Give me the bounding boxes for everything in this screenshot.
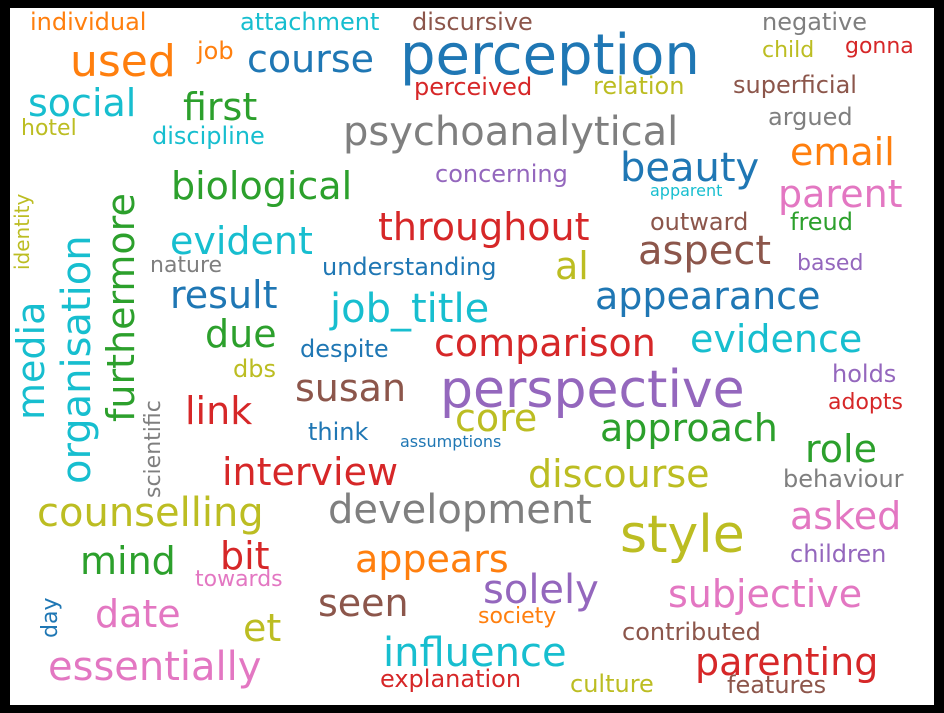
word: superficial xyxy=(733,71,857,99)
word: et xyxy=(243,606,282,650)
word: negative xyxy=(762,8,867,36)
word: nature xyxy=(150,253,223,278)
word: understanding xyxy=(322,253,497,281)
word: outward xyxy=(650,208,749,236)
word: gonna xyxy=(845,34,914,59)
word: adopts xyxy=(828,390,903,415)
word: susan xyxy=(295,366,407,410)
word: think xyxy=(308,418,369,446)
word: despite xyxy=(300,335,389,363)
word: essentially xyxy=(48,644,262,690)
word: children xyxy=(790,540,887,568)
word: approach xyxy=(600,406,778,450)
word: used xyxy=(70,36,176,87)
word: towards xyxy=(195,567,283,592)
word: society xyxy=(478,604,557,629)
word: asked xyxy=(790,494,902,538)
word: parent xyxy=(778,172,903,216)
word: influence xyxy=(383,630,567,676)
word: parenting xyxy=(695,640,879,684)
word: freud xyxy=(790,208,853,236)
word: comparison xyxy=(434,321,656,365)
word: scientific xyxy=(141,400,166,498)
word: mind xyxy=(80,539,176,583)
word: child xyxy=(762,38,815,63)
word: role xyxy=(805,427,877,471)
word: day xyxy=(38,597,63,638)
word: solely xyxy=(483,567,599,613)
word: appears xyxy=(355,537,509,581)
word: due xyxy=(205,312,277,356)
word: first xyxy=(183,85,258,129)
word: identity xyxy=(10,193,34,270)
word: appearance xyxy=(595,274,821,318)
word: subjective xyxy=(668,572,863,616)
word: core xyxy=(455,396,538,440)
word: attachment xyxy=(240,8,380,36)
word: hotel xyxy=(21,116,77,141)
word: culture xyxy=(570,670,654,698)
word: holds xyxy=(832,360,897,388)
word: argued xyxy=(768,103,853,131)
word: explanation xyxy=(380,665,522,693)
word: bit xyxy=(220,534,270,578)
word: al xyxy=(555,244,589,288)
word: social xyxy=(28,81,137,125)
word: counselling xyxy=(37,490,264,536)
word: style xyxy=(620,505,745,565)
word: contributed xyxy=(622,618,761,646)
word: discipline xyxy=(152,122,265,150)
word: date xyxy=(95,592,181,636)
word: dbs xyxy=(233,355,276,383)
word: interview xyxy=(222,450,399,494)
word: result xyxy=(170,273,278,317)
word: discursive xyxy=(412,8,533,36)
word: seen xyxy=(318,581,409,625)
word-cloud: individual attachment discursive negativ… xyxy=(10,8,934,705)
word: organisation xyxy=(54,235,100,484)
word: relation xyxy=(593,72,685,100)
word: perception xyxy=(400,23,700,88)
word: psychoanalytical xyxy=(343,109,679,155)
word: behaviour xyxy=(783,465,904,493)
word: link xyxy=(185,389,253,433)
word: beauty xyxy=(620,145,760,191)
word: course xyxy=(247,37,375,81)
word: media xyxy=(10,301,53,420)
word: job_title xyxy=(330,286,490,332)
word: email xyxy=(790,130,895,174)
word: perspective xyxy=(440,360,745,420)
word: job xyxy=(197,37,234,65)
word: assumptions xyxy=(400,432,502,451)
word: biological xyxy=(171,164,353,208)
word: apparent xyxy=(650,181,723,200)
word: throughout xyxy=(378,205,590,249)
word: individual xyxy=(30,8,147,36)
word: discourse xyxy=(528,452,710,496)
word: evident xyxy=(170,219,313,263)
word: furthermore xyxy=(99,193,143,422)
word: based xyxy=(797,251,864,276)
word: development xyxy=(328,487,592,533)
word: evidence xyxy=(690,317,863,361)
word: perceived xyxy=(414,73,533,101)
word: aspect xyxy=(638,228,772,274)
word: features xyxy=(727,671,827,699)
word: concerning xyxy=(435,160,568,188)
